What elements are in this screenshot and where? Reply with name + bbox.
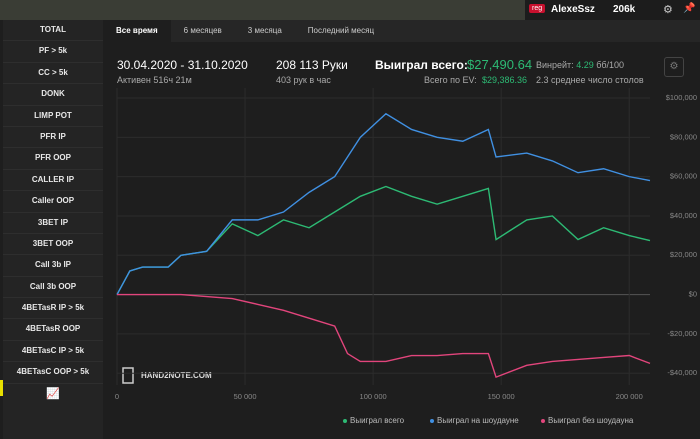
sidebar-item[interactable]: Call 3b OOP <box>3 277 103 299</box>
legend-label: Выиграл на шоудауне <box>437 416 519 425</box>
tables: 2.3 среднее число столов <box>536 75 644 85</box>
sidebar-item[interactable]: 3BET IP <box>3 213 103 234</box>
legend-dot <box>541 419 545 423</box>
tab[interactable]: Все время <box>103 20 171 42</box>
badge: reg <box>529 4 546 13</box>
sidebar-item[interactable]: 4BETasC OOP > 5k <box>3 362 103 384</box>
chart-settings[interactable]: ⚙ <box>664 57 684 77</box>
watermark: HAND2NOTE.COM <box>141 371 212 380</box>
sidebar-item[interactable]: Caller OOP <box>3 191 103 213</box>
top-bar: reg AlexeSsz 206k ⚙ 📌 <box>525 0 700 20</box>
chart: HAND2NOTE.COM $100,000 $80,000 $60,000 $40,… <box>115 88 697 425</box>
y-tick-label: $80,000 <box>670 132 697 141</box>
tab[interactable]: 6 месяцев <box>183 26 222 35</box>
tab[interactable]: 3 месяца <box>247 26 282 35</box>
winrate: 4.29 <box>576 60 594 70</box>
won: $27,490.64 <box>467 57 533 72</box>
y-tick-label: $100,000 <box>666 93 697 102</box>
winrate-label: Винрейт: <box>536 60 574 70</box>
series-line <box>117 293 651 379</box>
user-name[interactable]: AlexeSsz <box>551 4 595 15</box>
user-hands: 206k <box>613 4 636 15</box>
winrate-unit: бб/100 <box>596 60 625 70</box>
sidebar-item[interactable]: DONK <box>3 84 103 106</box>
sidebar-item[interactable]: 4BETasR IP > 5k <box>3 298 103 320</box>
y-tick-label: -$20,000 <box>667 329 697 338</box>
sidebar-item[interactable]: 4BETasR OOP <box>3 319 103 341</box>
legend-dot <box>343 419 347 423</box>
ev: $29,386.36 <box>482 75 528 85</box>
settings-icon[interactable]: ⚙ <box>663 4 673 16</box>
y-tick-label: $0 <box>689 290 697 299</box>
sidebar-item[interactable]: PF > 5k <box>3 41 103 63</box>
sidebar-item[interactable]: CALLER IP <box>3 170 103 192</box>
sidebar-item[interactable]: CC > 5k <box>3 63 103 85</box>
hands: 208 113 Руки <box>276 58 348 72</box>
winrate-row: Винрейт: 4.29 бб/100 <box>536 60 624 70</box>
x-tick-label: 0 <box>115 392 119 401</box>
ev-label: Всего по EV: <box>424 75 477 85</box>
period: 30.04.2020 - 31.10.2020 <box>117 58 248 72</box>
tab[interactable]: Последний месяц <box>307 26 375 35</box>
sidebar-item[interactable]: PFR IP <box>3 127 103 149</box>
sidebar-item[interactable]: 4BETasC IP > 5k <box>3 341 103 363</box>
sidebar-item[interactable]: LIMP POT <box>3 106 103 127</box>
x-tick-label: 200 000 <box>616 392 643 401</box>
series-line <box>116 185 651 295</box>
sidebar-item[interactable]: TOTAL <box>3 20 103 42</box>
series-line <box>116 112 651 295</box>
y-tick-label: $20,000 <box>670 250 697 259</box>
y-tick-label: $60,000 <box>670 172 697 181</box>
sidebar-item[interactable]: PFR OOP <box>3 148 103 170</box>
chart-icon[interactable]: 📈 <box>46 387 60 400</box>
active: Активен 516ч 21м <box>117 75 192 85</box>
legend-label: Выиграл всего <box>350 416 405 425</box>
logo <box>122 367 134 384</box>
x-tick-label: 50 000 <box>234 392 257 401</box>
legend-label: Выиграл без шоудауна <box>548 416 634 425</box>
sidebar: TOTAL PF > 5k CC > 5k DONK LIMP POT PFR IP PFR… <box>3 20 103 439</box>
sidebar-item[interactable]: 3BET OOP <box>3 234 103 256</box>
legend-dot <box>430 419 434 423</box>
tabs: Все время 6 месяцев 3 месяца Последний меся… <box>103 20 700 42</box>
x-tick-label: 150 000 <box>488 392 515 401</box>
y-tick-label: -$40,000 <box>667 368 697 377</box>
selection-marker <box>0 380 3 396</box>
x-tick-label: 100 000 <box>360 392 387 401</box>
sidebar-item[interactable]: Call 3b IP <box>3 255 103 277</box>
won-label: Выиграл всего: <box>375 58 468 72</box>
y-tick-label: $40,000 <box>670 211 697 220</box>
rate: 403 рук в час <box>276 75 331 85</box>
pin-icon[interactable]: 📌 <box>683 3 696 14</box>
